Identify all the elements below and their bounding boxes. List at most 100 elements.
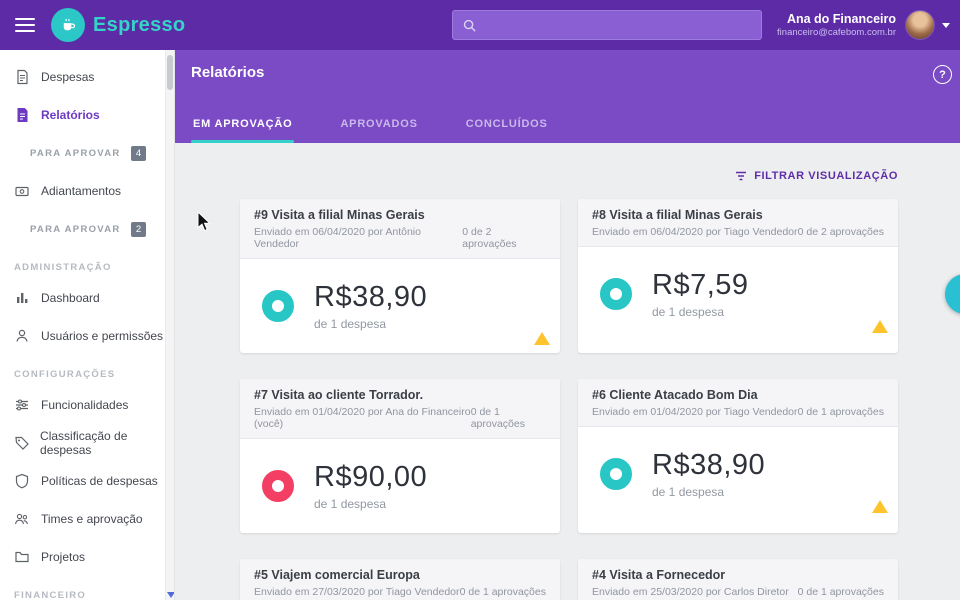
sidebar-item-label: Despesas [41, 70, 95, 84]
card-approvals: 0 de 1 aprovações [797, 586, 884, 598]
sidebar-item-label: Adiantamentos [41, 184, 122, 198]
scroll-down-arrow-icon[interactable] [167, 592, 174, 598]
warning-icon [872, 500, 888, 513]
filter-label: FILTRAR VISUALIZAÇÃO [754, 170, 898, 182]
card-approvals: 0 de 1 aprovações [459, 586, 546, 598]
report-card-6[interactable]: #6 Cliente Atacado Bom Dia Enviado em 01… [578, 379, 898, 533]
card-title: #8 Visita a filial Minas Gerais [592, 208, 763, 222]
card-sent-info: Enviado em 25/03/2020 por Carlos Diretor [592, 586, 789, 598]
sidebar-subitem-label: PARA APROVAR [30, 147, 121, 159]
sidebar-scrollbar[interactable] [165, 50, 174, 600]
team-icon [14, 511, 31, 527]
tab-bar: EM APROVAÇÃO APROVADOS CONCLUÍDOS [191, 118, 594, 143]
sidebar-item-para-aprovar-relatorios[interactable]: PARA APROVAR 4 [0, 134, 174, 172]
count-badge: 4 [131, 145, 146, 161]
search-input[interactable] [483, 18, 752, 32]
report-cards-grid: #9 Visita a filial Minas Gerais Enviado … [240, 199, 898, 600]
card-title: #4 Visita a Fornecedor [592, 568, 726, 582]
warning-icon [534, 332, 550, 345]
report-card-9[interactable]: #9 Visita a filial Minas Gerais Enviado … [240, 199, 560, 353]
user-menu[interactable]: Ana do Financeiro financeiro@cafebom.com… [777, 0, 950, 50]
donut-chart [262, 290, 294, 322]
sidebar-item-projetos[interactable]: Projetos [0, 538, 174, 576]
card-body: R$90,00 de 1 despesa [240, 439, 560, 533]
main-area: Relatórios ? EM APROVAÇÃO APROVADOS CONC… [175, 50, 960, 600]
scrollbar-thumb[interactable] [167, 55, 173, 90]
card-header: #7 Visita ao cliente Torrador. Enviado e… [240, 379, 560, 439]
sidebar-item-adiantamentos[interactable]: Adiantamentos [0, 172, 174, 210]
card-header: #8 Visita a filial Minas Gerais Enviado … [578, 199, 898, 247]
menu-icon[interactable] [15, 18, 35, 32]
warning-icon [872, 320, 888, 333]
card-sent-info: Enviado em 06/04/2020 por Antônio Vended… [254, 226, 421, 250]
search-icon [463, 19, 476, 32]
card-amount-caption: de 1 despesa [314, 497, 387, 511]
tune-icon [14, 397, 31, 413]
help-icon[interactable]: ? [933, 65, 952, 84]
filter-icon [736, 171, 747, 181]
sidebar-section-configuracoes: CONFIGURAÇÕES [14, 369, 116, 380]
report-card-4[interactable]: #4 Visita a Fornecedor Enviado em 25/03/… [578, 559, 898, 600]
sidebar-item-label: Projetos [41, 550, 86, 564]
card-sent-info: Enviado em 01/04/2020 por Tiago Vendedor [592, 406, 798, 418]
sidebar-item-relatorios[interactable]: Relatórios [0, 96, 174, 134]
sidebar-item-funcionalidades[interactable]: Funcionalidades [0, 386, 174, 424]
report-card-7[interactable]: #7 Visita ao cliente Torrador. Enviado e… [240, 379, 560, 533]
topbar: Espresso Ana do Financeiro financeiro@ca… [0, 0, 960, 50]
sidebar-item-dashboard[interactable]: Dashboard [0, 279, 174, 317]
bar-chart-icon [14, 290, 31, 306]
card-header: #9 Visita a filial Minas Gerais Enviado … [240, 199, 560, 259]
card-sent-info: Enviado em 27/03/2020 por Tiago Vendedor [254, 586, 460, 598]
user-icon [14, 328, 31, 344]
card-body: R$38,90 de 1 despesa [578, 427, 898, 521]
sidebar-item-times[interactable]: Times e aprovação [0, 500, 174, 538]
donut-chart [600, 278, 632, 310]
report-card-5[interactable]: #5 Viajem comercial Europa Enviado em 27… [240, 559, 560, 600]
card-amount-caption: de 1 despesa [652, 305, 725, 319]
app-logo[interactable]: Espresso [51, 8, 185, 42]
sidebar-item-label: Classificação de despesas [40, 429, 128, 457]
card-amount: R$38,90 [314, 281, 428, 313]
card-amount: R$7,59 [652, 269, 749, 301]
tab-em-aprovacao[interactable]: EM APROVAÇÃO [191, 118, 295, 143]
card-approvals: 0 de 1 aprovações [797, 406, 884, 418]
tab-aprovados[interactable]: APROVADOS [340, 118, 418, 130]
card-title: #5 Viajem comercial Europa [254, 568, 420, 582]
donut-chart [600, 458, 632, 490]
sidebar-subitem-label: PARA APROVAR [30, 223, 121, 235]
app-name: Espresso [93, 13, 186, 36]
sidebar-item-classificacao[interactable]: Classificação de despesas [0, 424, 174, 462]
card-amount: R$38,90 [652, 449, 766, 481]
search-bar[interactable] [452, 10, 762, 40]
filter-visualization-button[interactable]: FILTRAR VISUALIZAÇÃO [734, 169, 898, 183]
tag-icon [14, 435, 30, 451]
sidebar-item-despesas[interactable]: Despesas [0, 58, 174, 96]
sidebar-item-politicas[interactable]: Políticas de despesas [0, 462, 174, 500]
sidebar-item-label: Times e aprovação [41, 512, 143, 526]
report-card-8[interactable]: #8 Visita a filial Minas Gerais Enviado … [578, 199, 898, 353]
page-header: Relatórios ? EM APROVAÇÃO APROVADOS CONC… [175, 50, 960, 143]
sidebar: Despesas Relatórios PARA APROVAR 4 Adian… [0, 50, 175, 600]
card-body: R$7,59 de 1 despesa [578, 247, 898, 341]
user-info: Ana do Financeiro financeiro@cafebom.com… [777, 12, 896, 38]
card-header: #5 Viajem comercial Europa Enviado em 27… [240, 559, 560, 600]
folder-icon [14, 549, 31, 565]
user-name: Ana do Financeiro [786, 12, 896, 26]
card-header: #6 Cliente Atacado Bom Dia Enviado em 01… [578, 379, 898, 427]
receipt-icon [14, 69, 31, 85]
content-area: FILTRAR VISUALIZAÇÃO #9 Visita a filial … [175, 143, 960, 600]
card-approvals: 0 de 2 aprovações [462, 226, 517, 250]
sidebar-item-label: Políticas de despesas [41, 474, 158, 488]
card-header: #4 Visita a Fornecedor Enviado em 25/03/… [578, 559, 898, 600]
user-email: financeiro@cafebom.com.br [777, 27, 896, 38]
sidebar-item-para-aprovar-adiantamentos[interactable]: PARA APROVAR 2 [0, 210, 174, 248]
sidebar-item-label: Relatórios [41, 108, 100, 122]
sidebar-section-bottom-cut: FINANCEIRO [14, 590, 87, 600]
sidebar-item-label: Dashboard [41, 291, 100, 305]
card-sent-info: Enviado em 01/04/2020 por Ana do Finance… [254, 406, 471, 430]
card-amount-caption: de 1 despesa [652, 485, 725, 499]
card-title: #6 Cliente Atacado Bom Dia [592, 388, 758, 402]
sidebar-item-usuarios[interactable]: Usuários e permissões [0, 317, 174, 355]
card-approvals: 0 de 1 aprovações [470, 406, 525, 430]
tab-concluidos[interactable]: CONCLUÍDOS [465, 118, 548, 130]
